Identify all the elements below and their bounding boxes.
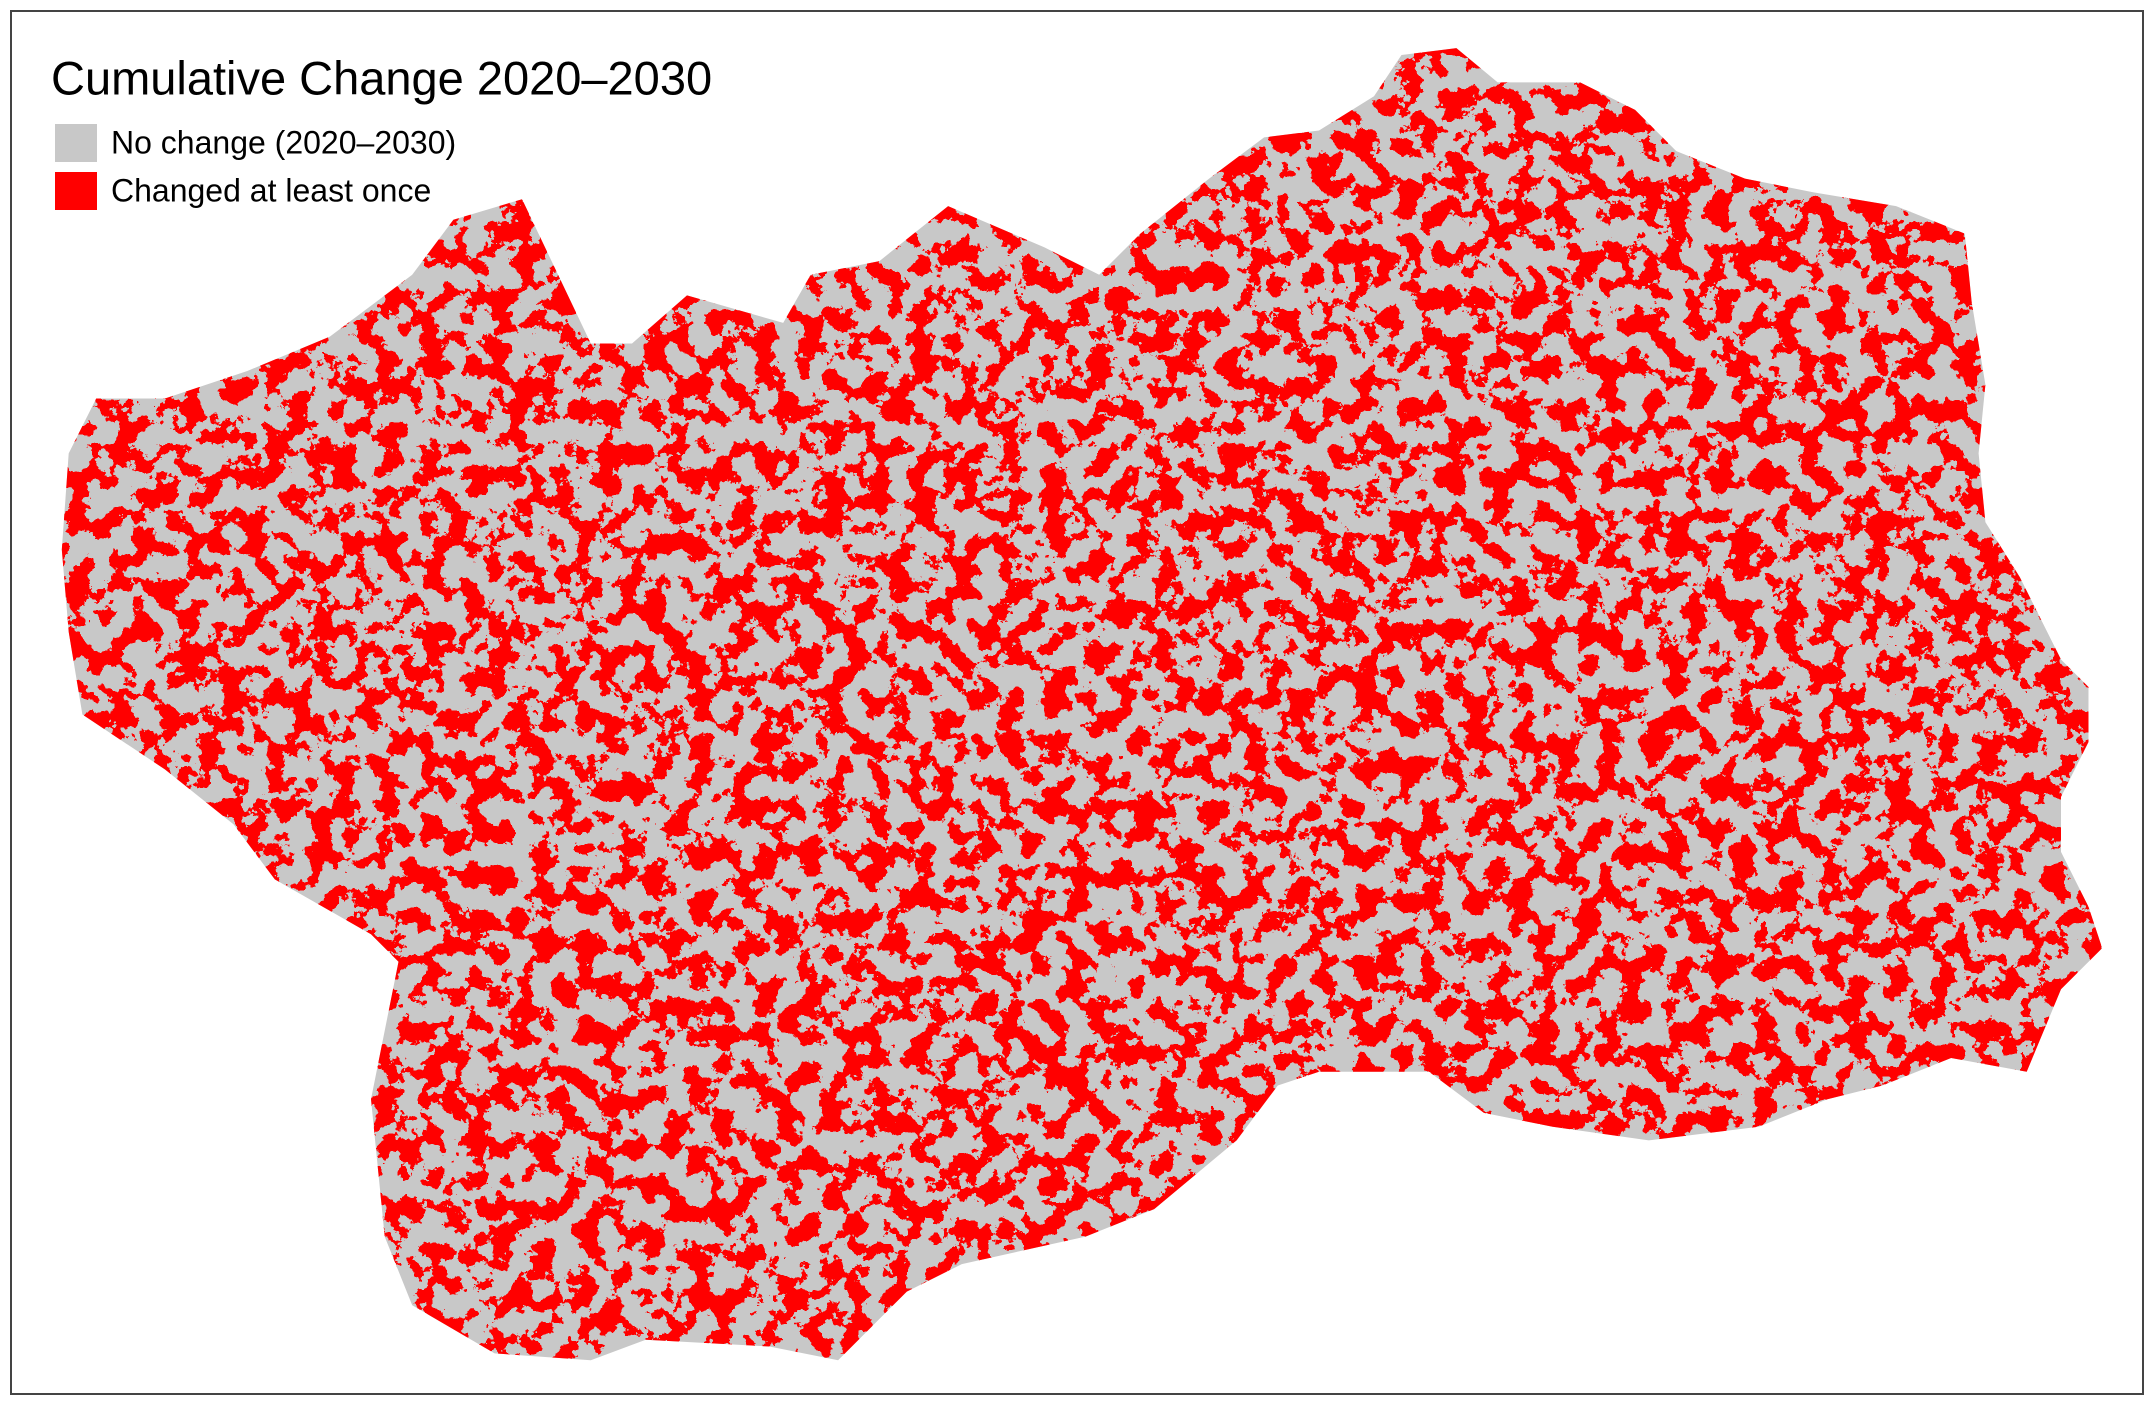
map-title: Cumulative Change 2020–2030: [51, 51, 712, 104]
legend-label: Changed at least once: [111, 172, 431, 208]
legend: No change (2020–2030) Changed at least on…: [55, 124, 456, 210]
legend-swatch: [55, 172, 97, 210]
legend-label: No change (2020–2030): [111, 124, 456, 160]
legend-swatch: [55, 124, 97, 162]
